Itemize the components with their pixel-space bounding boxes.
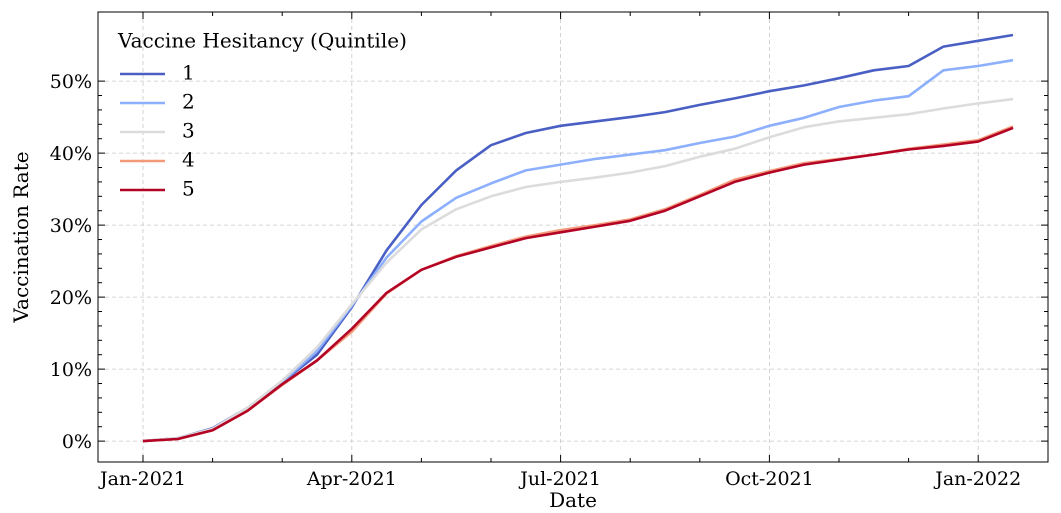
series-line [142, 58, 1014, 443]
legend-label: 2 [182, 90, 195, 114]
x-tick-label: Jan-2022 [933, 468, 1021, 490]
series-line [142, 33, 1014, 443]
legend-label: 1 [182, 61, 195, 85]
series-line [142, 125, 1014, 443]
y-tick-label: 30% [50, 215, 92, 237]
y-tick-label: 20% [50, 287, 92, 309]
y-tick-label: 50% [50, 71, 92, 93]
x-axis-label: Date [549, 488, 597, 512]
y-tick-label: 40% [50, 143, 92, 165]
series-line [142, 126, 1014, 443]
legend-title: Vaccine Hesitancy (Quintile) [117, 29, 407, 53]
y-axis-label: Vaccination Rate [9, 151, 33, 323]
x-tick-label: Jan-2021 [98, 468, 186, 490]
x-tick-label: Oct-2021 [725, 468, 814, 490]
y-tick-label: 10% [50, 359, 92, 381]
y-tick-label: 0% [62, 431, 92, 453]
legend-label: 4 [182, 148, 195, 172]
legend-label: 3 [182, 119, 195, 143]
plot-frame [97, 11, 1049, 463]
x-tick-label: Jul-2021 [518, 468, 601, 490]
legend-label: 5 [182, 177, 195, 201]
series-line [142, 97, 1014, 443]
x-tick-label: Apr-2021 [306, 468, 397, 490]
